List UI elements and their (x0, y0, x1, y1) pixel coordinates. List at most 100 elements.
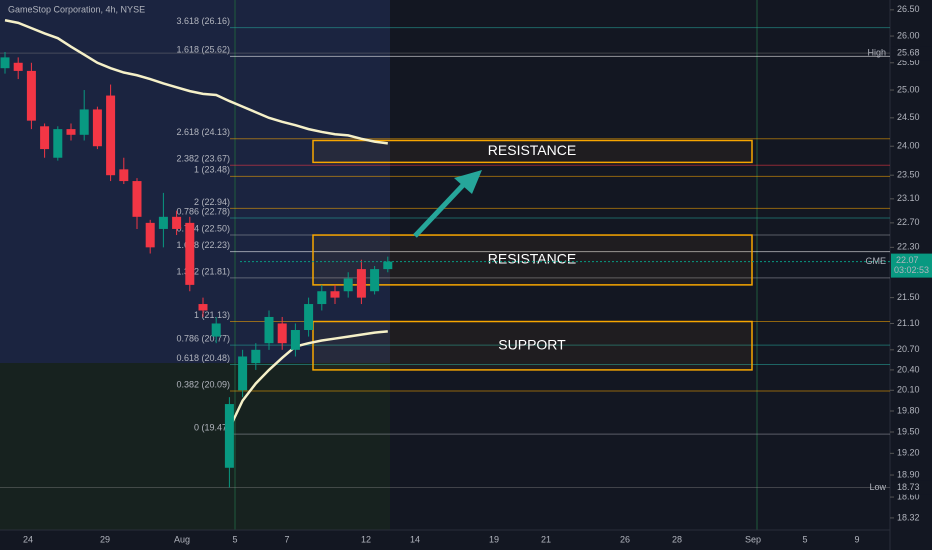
x-tick-label: 29 (100, 534, 110, 544)
fib-label: 1.382 (21.81) (176, 266, 230, 276)
price-symbol: GME (865, 256, 886, 266)
y-tick-label: 20.40 (897, 364, 920, 374)
marker-label: Low (869, 482, 886, 492)
candle-body (251, 349, 261, 364)
candle-body (185, 222, 195, 285)
fib-label: 1.618 (22.23) (176, 240, 230, 250)
candle-body (172, 216, 182, 229)
fib-label: 1 (23.48) (194, 165, 230, 175)
candle-body (304, 304, 314, 331)
price-tag (891, 253, 932, 278)
candle-body (198, 304, 208, 311)
x-tick-label: 28 (672, 534, 682, 544)
x-tick-label: 21 (541, 534, 551, 544)
arrow (413, 180, 468, 238)
fib-label: 2.382 (23.67) (176, 154, 230, 164)
price-countdown: 03:02:53 (894, 265, 929, 275)
candle-body (158, 216, 168, 229)
y-tick-label: 18.60 (897, 491, 920, 501)
x-tick-label: 5 (232, 534, 237, 544)
marker-tag (891, 480, 932, 495)
x-tick-label: 26 (620, 534, 630, 544)
y-tick-label: 24.50 (897, 112, 920, 122)
fib-label: 3.618 (26.16) (176, 16, 230, 26)
y-tick-label: 20.70 (897, 344, 920, 354)
candle-body (277, 323, 287, 344)
y-tick-label: 25.50 (897, 57, 920, 67)
zone-label: RESISTANCE (488, 142, 576, 158)
candle-body (92, 109, 102, 147)
candle-body (370, 269, 380, 292)
y-tick-label: 18.32 (897, 512, 920, 522)
candle-body (132, 181, 142, 217)
fib-label: 0 (19.47) (194, 423, 230, 433)
zone-label: SUPPORT (498, 336, 566, 352)
candle-body (211, 323, 221, 337)
zone-label: RESISTANCE (488, 251, 576, 267)
x-tick-label: Aug (174, 534, 190, 544)
marker-label: High (867, 47, 886, 57)
marker-tag (891, 46, 932, 61)
fib-label: 2 (22.94) (194, 197, 230, 207)
candle-body (290, 330, 300, 350)
fib-label: 2.618 (24.13) (176, 127, 230, 137)
arrow-head (454, 170, 482, 194)
chart-title: GameStop Corporation, 4h, NYSE (8, 4, 145, 14)
moving-average (228, 330, 388, 430)
fib-label: 0.618 (20.48) (176, 353, 230, 363)
y-tick-label: 23.10 (897, 193, 920, 203)
y-tick-label: 26.00 (897, 30, 920, 40)
marker-value: 25.68 (897, 47, 920, 57)
x-tick-label: 7 (284, 534, 289, 544)
candle-body (66, 129, 76, 135)
zone (312, 139, 753, 164)
x-tick-label: 5 (802, 534, 807, 544)
zone (312, 234, 753, 286)
candle-body (53, 129, 63, 158)
fib-label: 1.618 (25.62) (176, 45, 230, 55)
y-tick-label: 19.20 (897, 448, 920, 458)
moving-average (4, 19, 388, 145)
fib-label: 0.786 (20.77) (176, 334, 230, 344)
fib-label: 0.764 (22.50) (176, 223, 230, 233)
candle-body (343, 278, 353, 292)
candle-body (79, 109, 89, 135)
marker-value: 18.73 (897, 482, 920, 492)
candle-body (356, 269, 366, 298)
y-tick-label: 21.50 (897, 292, 920, 302)
candle-body (264, 316, 274, 344)
candle-body (145, 222, 155, 248)
candle-body (238, 356, 248, 391)
y-tick-label: 22.30 (897, 242, 920, 252)
x-tick-label: 9 (854, 534, 859, 544)
candle-body (119, 169, 129, 182)
y-tick-label: 21.10 (897, 318, 920, 328)
y-tick-label: 22.70 (897, 217, 920, 227)
fib-label: 1 (21.13) (194, 310, 230, 320)
x-tick-label: 12 (361, 534, 371, 544)
y-tick-label: 25.00 (897, 84, 920, 94)
y-tick-label: 19.80 (897, 405, 920, 415)
candle-body (383, 261, 393, 270)
y-tick-label: 24.00 (897, 141, 920, 151)
candle-body (330, 291, 340, 298)
x-tick-label: 24 (23, 534, 33, 544)
y-tick-label: 19.50 (897, 426, 920, 436)
candle-body (26, 70, 36, 121)
candle-body (106, 95, 116, 176)
candle-body (317, 291, 327, 305)
y-tick-label: 18.90 (897, 469, 920, 479)
candle-body (224, 404, 234, 468)
x-tick-label: Sep (745, 534, 761, 544)
zone (312, 320, 753, 371)
fib-label: 0.786 (22.78) (176, 206, 230, 216)
price-value: 22.07 (896, 255, 919, 265)
candle-body (0, 57, 10, 69)
candle-body (13, 62, 23, 71)
fib-label: 0.382 (20.09) (176, 379, 230, 389)
candle-body (40, 126, 50, 150)
x-tick-label: 14 (410, 534, 420, 544)
y-tick-label: 23.50 (897, 170, 920, 180)
